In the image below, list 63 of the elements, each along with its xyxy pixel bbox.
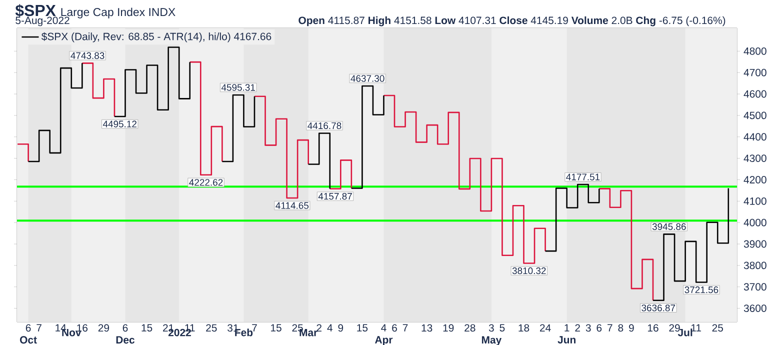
x-tick-label: 6 Oct: [20, 324, 37, 344]
x-tick-label: 24: [540, 324, 551, 332]
x-tick-label: 15: [271, 324, 282, 332]
y-tick-label: 4200: [744, 176, 766, 184]
y-tick-label: 4600: [744, 90, 766, 98]
x-tick-label: 15: [357, 324, 368, 332]
y-tick-label: 4300: [744, 154, 766, 162]
x-tick-label: 6: [596, 324, 602, 332]
y-tick-label: 4700: [744, 68, 766, 76]
x-tick-label: 7: [402, 324, 408, 332]
data-label: 4416.78: [308, 122, 342, 130]
y-tick-label: 3800: [744, 262, 766, 270]
x-tick-label: 6 Dec: [116, 324, 135, 344]
y-tick-label: 4500: [744, 112, 766, 120]
text: Open 4115.87 High 4151.58 Low 4107.31 Close 4145.19 Volume 2.0B Chg -6.75 (-0.16%): [298, 16, 726, 26]
y-tick-label: 3900: [744, 240, 766, 248]
data-label: 3945.86: [652, 223, 686, 230]
data-label: 4495.12: [102, 120, 136, 128]
data-label: 4157.87: [318, 192, 352, 200]
x-tick-label: 19: [443, 324, 454, 332]
x-tick-label: 7: [252, 324, 257, 332]
x-tick-label: 25: [712, 324, 723, 332]
legend-label: $SPX (Daily, Rev: 68.85 - ATR(14), hi/lo) 4167.66: [41, 32, 272, 42]
x-tick-label: 29: [98, 324, 110, 332]
y-tick-label: 4100: [744, 197, 766, 205]
x-tick-label: 7: [36, 324, 42, 332]
x-tick-label: 4: [327, 324, 332, 332]
data-label: 4743.83: [70, 52, 104, 59]
x-tick-label: 9: [629, 324, 634, 332]
data-label: 4595.31: [221, 84, 255, 91]
x-tick-label: 25: [206, 324, 217, 332]
data-label: 3721.56: [684, 286, 718, 294]
x-tick-label: 18: [518, 324, 530, 332]
x-tick-label: 9: [338, 324, 344, 332]
y-tick-label: 4800: [744, 47, 766, 55]
y-tick-label: 4400: [744, 133, 766, 141]
x-tick-label: 1 Jun: [558, 324, 576, 344]
y-tick-label: 4000: [744, 218, 766, 226]
data-label: 4177.51: [566, 174, 600, 180]
x-tick-label: 8: [618, 324, 624, 332]
x-tick-label: 5: [500, 324, 505, 332]
chart-title: $SPX: [15, 4, 56, 18]
data-label: 4637.30: [350, 75, 384, 82]
x-tick-label: 16: [648, 324, 658, 332]
data-label: 4222.62: [189, 179, 223, 186]
x-tick-label: Jul: [678, 328, 692, 336]
data-label: 3636.87: [642, 304, 676, 312]
x-tick-label: 6: [392, 324, 397, 332]
x-tick-label: 29: [669, 324, 680, 332]
x-tick-label: 28: [464, 324, 476, 332]
x-tick-label: 2: [316, 324, 322, 332]
x-tick-label: 7: [608, 324, 612, 332]
y-tick-label: 3700: [744, 283, 766, 291]
x-tick-label: 2: [575, 324, 580, 332]
data-label: 4114.65: [276, 202, 309, 209]
data-label: 3810.32: [512, 267, 546, 274]
y-tick-label: 3600: [744, 304, 766, 312]
chart-subtitle: Large Cap Index INDX: [61, 8, 176, 18]
x-tick-label: 3: [586, 324, 591, 332]
x-tick-label: 13: [422, 324, 432, 332]
text: 5-Aug-2022: [16, 16, 70, 26]
x-tick-label: 15: [142, 324, 152, 332]
x-tick-label: 11: [691, 324, 701, 332]
